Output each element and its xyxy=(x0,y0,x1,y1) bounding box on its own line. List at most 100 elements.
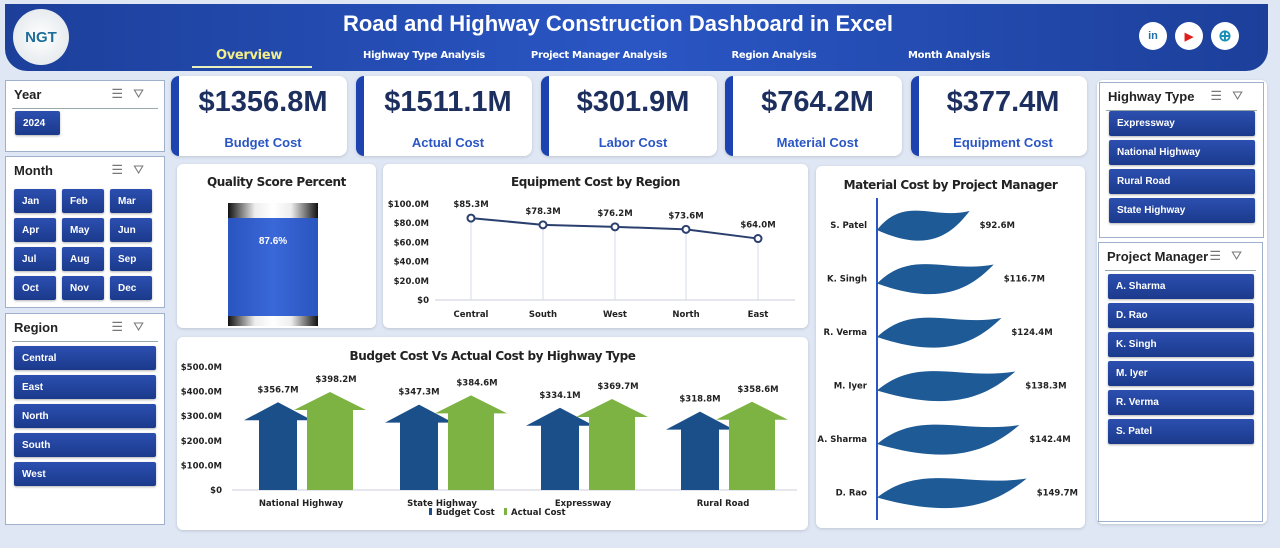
data-label: $356.7M xyxy=(257,385,298,395)
flag-bar xyxy=(877,371,1016,402)
y-tick-label: $80.0M xyxy=(394,219,429,229)
x-tick-label: National Highway xyxy=(259,499,344,509)
header-banner xyxy=(5,4,1268,71)
kpi-equipment-cost: $377.4M Equipment Cost xyxy=(911,76,1087,156)
divider xyxy=(12,108,158,109)
clear-filter-icon[interactable]: ⛛ xyxy=(133,86,154,101)
slicer-icons[interactable]: ☰⛛ xyxy=(111,319,154,335)
y-tick-label: $100.0M xyxy=(181,461,222,471)
tab-overview[interactable]: Overview xyxy=(215,48,283,63)
data-label: $318.8M xyxy=(679,395,720,405)
highway-type-slicer: Highway Type ☰⛛ Expressway National Highw… xyxy=(1099,82,1264,238)
data-label: $64.0M xyxy=(740,221,775,231)
data-label: $334.1M xyxy=(539,391,580,401)
flag-chart-svg: S. Patel $92.6M K. Singh $116.7M R. Verma $12… xyxy=(817,198,1078,520)
flag-bar xyxy=(877,264,994,295)
tab-region-analysis[interactable]: Region Analysis xyxy=(731,50,817,61)
multiselect-icon[interactable]: ☰ xyxy=(1209,248,1232,263)
chart-title: Budget Cost Vs Actual Cost by Highway Ty… xyxy=(349,349,636,363)
bar-budget xyxy=(244,402,312,490)
kpi-label: Actual Cost xyxy=(411,135,485,150)
highway_type-item[interactable]: National Highway xyxy=(1109,140,1255,165)
data-label: $124.4M xyxy=(1011,328,1052,338)
bar-budget xyxy=(385,404,453,490)
slicer-icons[interactable]: ☰⛛ xyxy=(1210,88,1253,104)
highway-type-slicer-title: Highway Type xyxy=(1108,89,1195,104)
project_manager-item[interactable]: A. Sharma xyxy=(1108,274,1254,299)
multiselect-icon[interactable]: ☰ xyxy=(111,319,134,334)
x-tick-label: North xyxy=(672,310,699,320)
region-slicer-title: Region xyxy=(14,320,59,335)
month-item[interactable]: Oct xyxy=(14,276,56,300)
region-item[interactable]: East xyxy=(14,375,156,399)
slicer-icons[interactable]: ☰⛛ xyxy=(1209,248,1252,264)
kpi-budget-cost: $1356.8M Budget Cost xyxy=(171,76,347,156)
project_manager-item[interactable]: K. Singh xyxy=(1108,332,1254,357)
region-slicer: Region ☰⛛ Central East North South West xyxy=(5,313,165,525)
month-item[interactable]: Jun xyxy=(110,218,152,242)
slicer-icons[interactable]: ☰⛛ xyxy=(111,162,154,178)
y-tick-label: $400.0M xyxy=(181,388,222,398)
x-tick-label: Expressway xyxy=(555,499,612,509)
highway_type-item[interactable]: Expressway xyxy=(1109,111,1255,136)
kpi-label: Labor Cost xyxy=(598,135,668,150)
highway_type-item[interactable]: State Highway xyxy=(1109,198,1255,223)
category-label: A. Sharma xyxy=(817,435,867,445)
slicer-icons[interactable]: ☰⛛ xyxy=(111,86,154,102)
globe-icon[interactable]: ⊕ xyxy=(1211,22,1239,50)
month-item[interactable]: Aug xyxy=(62,247,104,271)
tab-project-manager-analysis[interactable]: Project Manager Analysis xyxy=(530,50,668,61)
clear-filter-icon[interactable]: ⛛ xyxy=(1231,248,1252,263)
multiselect-icon[interactable]: ☰ xyxy=(1210,88,1233,103)
y-tick-label: $40.0M xyxy=(394,258,429,268)
region-item[interactable]: West xyxy=(14,462,156,486)
kpi-material-cost: $764.2M Material Cost xyxy=(725,76,902,156)
page-title: Road and Highway Construction Dashboard … xyxy=(342,11,894,36)
month-item[interactable]: May xyxy=(62,218,104,242)
multiselect-icon[interactable]: ☰ xyxy=(111,86,134,101)
month-item[interactable]: Apr xyxy=(14,218,56,242)
bar-budget xyxy=(666,411,734,490)
kpi-label: Budget Cost xyxy=(224,135,302,150)
month-item[interactable]: Mar xyxy=(110,189,152,213)
budget-vs-actual-chart: Budget Cost Vs Actual Cost by Highway Ty… xyxy=(177,337,808,530)
category-label: S. Patel xyxy=(830,221,867,231)
quality-score-card: Quality Score Percent 87.6% xyxy=(177,164,376,328)
material-cost-chart: Material Cost by Project Manager S. Pate… xyxy=(816,166,1085,528)
divider xyxy=(1105,270,1256,271)
y-tick-label: $60.0M xyxy=(394,238,429,248)
month-slicer: Month ☰⛛ Jan Feb Mar Apr May Jun Jul Aug Sep Oct N… xyxy=(5,156,165,308)
month-item[interactable]: Nov xyxy=(62,276,104,300)
flag-bar xyxy=(877,210,970,241)
month-item[interactable]: Feb xyxy=(62,189,104,213)
project_manager-item[interactable]: S. Patel xyxy=(1108,419,1254,444)
clear-filter-icon[interactable]: ⛛ xyxy=(1232,88,1253,103)
highway_type-item[interactable]: Rural Road xyxy=(1109,169,1255,194)
legend-label: Budget Cost xyxy=(436,508,495,518)
data-label: $138.3M xyxy=(1025,382,1066,392)
clear-filter-icon[interactable]: ⛛ xyxy=(133,162,154,177)
youtube-icon[interactable]: ▶ xyxy=(1175,22,1203,50)
month-item[interactable]: Sep xyxy=(110,247,152,271)
region-item[interactable]: Central xyxy=(14,346,156,370)
year-item-2024[interactable]: 2024 xyxy=(15,111,60,135)
bar-actual xyxy=(576,399,648,490)
kpi-value: $764.2M xyxy=(761,86,874,118)
tab-highway-type-analysis[interactable]: Highway Type Analysis xyxy=(363,50,485,61)
project_manager-item[interactable]: D. Rao xyxy=(1108,303,1254,328)
year-slicer-title: Year xyxy=(14,87,42,102)
clear-filter-icon[interactable]: ⛛ xyxy=(133,319,154,334)
project_manager-item[interactable]: M. Iyer xyxy=(1108,361,1254,386)
region-item[interactable]: South xyxy=(14,433,156,457)
month-item[interactable]: Dec xyxy=(110,276,152,300)
region-item[interactable]: North xyxy=(14,404,156,428)
kpi-label: Equipment Cost xyxy=(953,135,1053,150)
month-item[interactable]: Jul xyxy=(14,247,56,271)
month-item[interactable]: Jan xyxy=(14,189,56,213)
multiselect-icon[interactable]: ☰ xyxy=(111,162,134,177)
data-label: $73.6M xyxy=(668,211,703,221)
project_manager-item[interactable]: R. Verma xyxy=(1108,390,1254,415)
y-tick-label: $200.0M xyxy=(181,437,222,447)
tab-month-analysis[interactable]: Month Analysis xyxy=(907,50,990,61)
linkedin-icon[interactable]: in xyxy=(1139,22,1167,50)
